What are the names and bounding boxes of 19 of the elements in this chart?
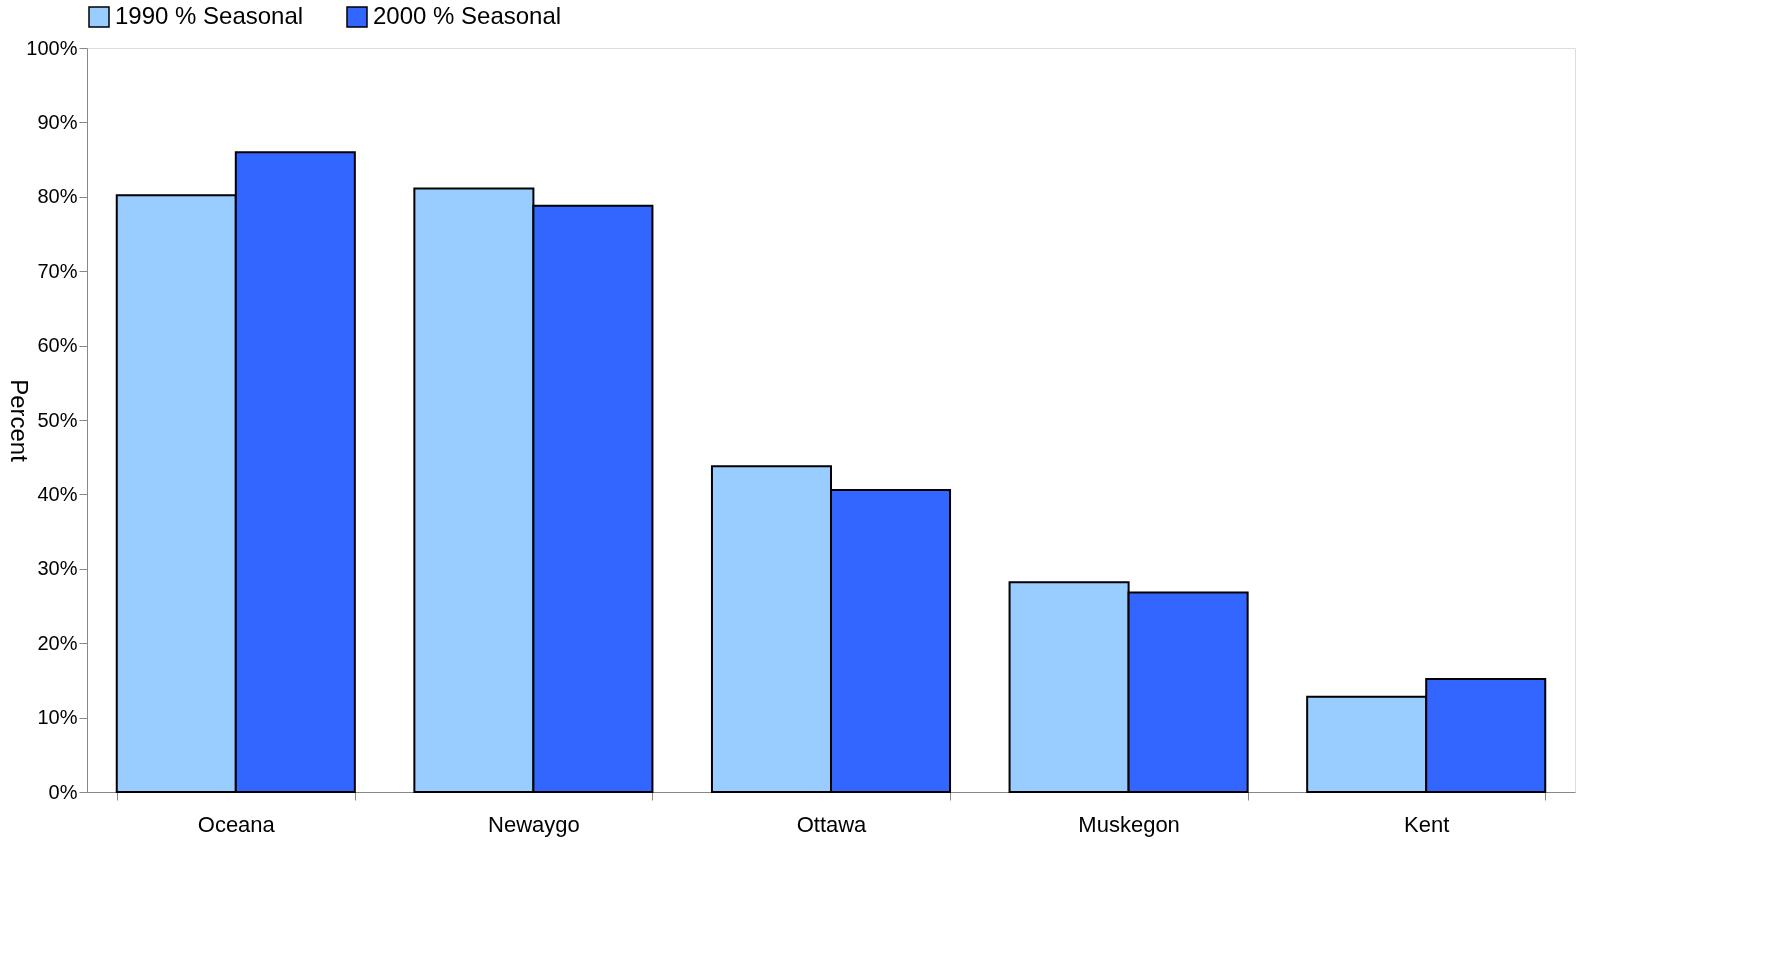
y-tick-label: 10% xyxy=(37,706,78,729)
y-tick-label: 50% xyxy=(37,408,78,431)
x-tick-label: Ottawa xyxy=(796,811,868,837)
x-tick-label: Newaygo xyxy=(488,811,580,837)
legend-label: 2000 % Seasonal xyxy=(373,2,562,29)
y-tick-label: 100% xyxy=(26,36,78,59)
y-tick-label: 90% xyxy=(37,110,78,133)
y-tick-label: 40% xyxy=(37,482,78,505)
y-tick-label: 70% xyxy=(37,259,78,282)
x-tick-label: Oceana xyxy=(197,811,276,837)
legend-label: 1990 % Seasonal xyxy=(115,2,304,29)
x-tick-label: Muskegon xyxy=(1078,811,1180,837)
y-tick-label: 60% xyxy=(37,334,78,357)
x-tick-label: Kent xyxy=(1404,811,1450,837)
y-tick-label: 80% xyxy=(37,185,78,208)
y-tick-label: 20% xyxy=(37,631,78,654)
y-tick-label: 0% xyxy=(48,780,78,803)
y-tick-label: 30% xyxy=(37,557,78,580)
y-axis-title: Percent xyxy=(6,379,34,463)
